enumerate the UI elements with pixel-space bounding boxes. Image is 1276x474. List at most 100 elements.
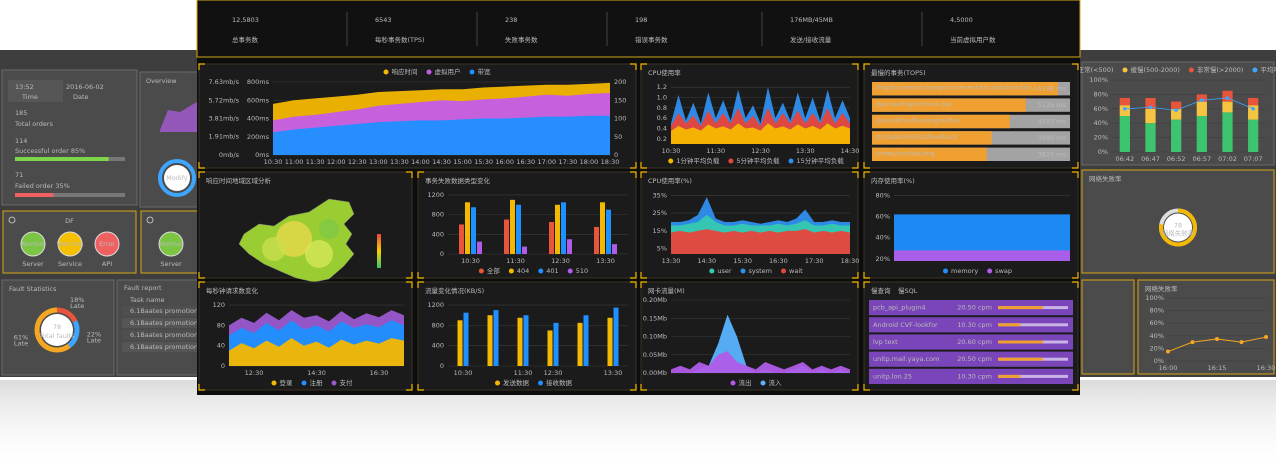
kpi-value: 6543 (375, 16, 392, 24)
bar (612, 244, 617, 254)
y-tick-label: 800 (432, 321, 444, 329)
y2-tick-label: 50 (614, 133, 622, 141)
y-tick-label: 200ms (247, 133, 270, 141)
panel-corner (406, 384, 413, 391)
legend-swatch (383, 69, 389, 75)
x-tick-label: 13:30 (604, 369, 623, 377)
legend-swatch (469, 69, 475, 75)
y-tick-label: 1.0 (657, 94, 667, 102)
y-tick-label: 60% (1150, 319, 1164, 327)
point (1174, 108, 1178, 113)
panel-title: CPU使用率(%) (648, 176, 692, 185)
y-tick-label: 0.8 (657, 104, 667, 112)
panel-corner (630, 384, 637, 391)
row (869, 351, 1073, 367)
modify-button-label: Modify (166, 174, 188, 182)
value-label: 20.50 cpm (957, 355, 992, 363)
legend-swatch (1252, 67, 1258, 73)
x-tick-label: 11:30 (506, 257, 525, 265)
y2-tick-label: 0 (614, 151, 618, 159)
y-tick-label: 0 (440, 362, 444, 370)
panel-corner (852, 281, 859, 288)
legend-label: user (717, 267, 732, 275)
y-tick-label: 20% (876, 255, 890, 263)
legend-swatch (567, 268, 573, 274)
legend: memory swap (943, 267, 1012, 275)
legend-label: 缓慢(500-2000) (1131, 65, 1180, 74)
fault-report-title: Fault report (124, 284, 162, 292)
panel (1137, 279, 1275, 375)
y-tick-label: 60% (1094, 105, 1108, 113)
value-label: 3990 ms (1038, 134, 1067, 142)
pie-value-label: 18% (70, 296, 84, 304)
x-tick-label: 15:30 (474, 158, 493, 166)
panel-title: 网卡流量(M) (648, 286, 685, 295)
fault-report-cell: 6.1Baates promotion (130, 331, 198, 339)
panel (1081, 279, 1135, 375)
status-light (94, 231, 120, 257)
kpi-label: 失败事务数 (505, 35, 538, 44)
y-tick-label: 5% (657, 245, 667, 253)
x-tick-label: 15:00 (453, 158, 472, 166)
panel-corner (1072, 171, 1079, 178)
map-patch (305, 240, 333, 268)
panel-corner (640, 162, 647, 169)
panel-corner (863, 63, 870, 70)
kpi-value: 198 (635, 16, 647, 24)
pie-arc (34, 307, 71, 353)
x-tick-label: 16:30 (769, 257, 788, 265)
status-state: Error (99, 240, 115, 248)
y-tick-label: 80% (1094, 90, 1108, 98)
bar (510, 199, 515, 254)
bar (471, 207, 476, 254)
status-state: Normal (159, 240, 183, 248)
area (671, 229, 850, 254)
row-label: pcb_api_plugin4 (873, 304, 925, 312)
bar-label: /java/default/wrongful/dev (875, 117, 961, 125)
status-light (57, 231, 83, 257)
x-tick-label: 12:30 (751, 147, 770, 155)
legend-swatch (760, 380, 766, 386)
bar (1222, 101, 1233, 113)
y-tick-label: 40% (1094, 119, 1108, 127)
bar-label: /index/css/tab/img (875, 149, 935, 157)
bar (516, 204, 521, 254)
bar (1196, 116, 1207, 152)
legend-label: 支付 (340, 378, 354, 387)
x-tick-label: 16:15 (1208, 364, 1227, 372)
x-tick-label: 15:30 (733, 257, 752, 265)
bar (872, 82, 1058, 96)
legend-label: 401 (546, 267, 558, 275)
bar (477, 241, 482, 254)
kpi-bar (196, 0, 1081, 58)
date: 2016-06-02 (66, 83, 104, 91)
panel-corner (852, 171, 859, 178)
y-tick-label: 100% (1089, 76, 1108, 84)
x-tick-label: 14:30 (841, 147, 860, 155)
x-tick-label: 14:30 (697, 257, 716, 265)
panel-title: 内存使用率(%) (871, 176, 915, 185)
panel-corner (198, 63, 205, 70)
value-label: 3825 ms (1038, 150, 1067, 158)
bar (487, 315, 493, 366)
x-tick-label: 18:00 (580, 158, 599, 166)
point (1190, 340, 1195, 345)
panel-corner (1072, 63, 1079, 70)
point (1215, 336, 1219, 341)
bar-label: strutsAction/list/feedback (875, 133, 958, 141)
y-tick-label: 80% (876, 191, 890, 199)
value-label: 6198 ms (1038, 85, 1067, 93)
point (1200, 98, 1204, 102)
kpi-label: 错误事务数 (635, 35, 668, 44)
gauge-value: 78 (1174, 222, 1182, 230)
legend-swatch (271, 380, 277, 386)
legend-swatch (740, 268, 746, 274)
panel-title: 最慢的事务(TOP5) (871, 68, 926, 77)
panel-corner (640, 272, 647, 279)
panel-corner (198, 162, 205, 169)
area (671, 123, 850, 144)
x-tick-label: 14:30 (307, 369, 326, 377)
legend-swatch (538, 380, 543, 386)
panel-corner (417, 281, 424, 288)
